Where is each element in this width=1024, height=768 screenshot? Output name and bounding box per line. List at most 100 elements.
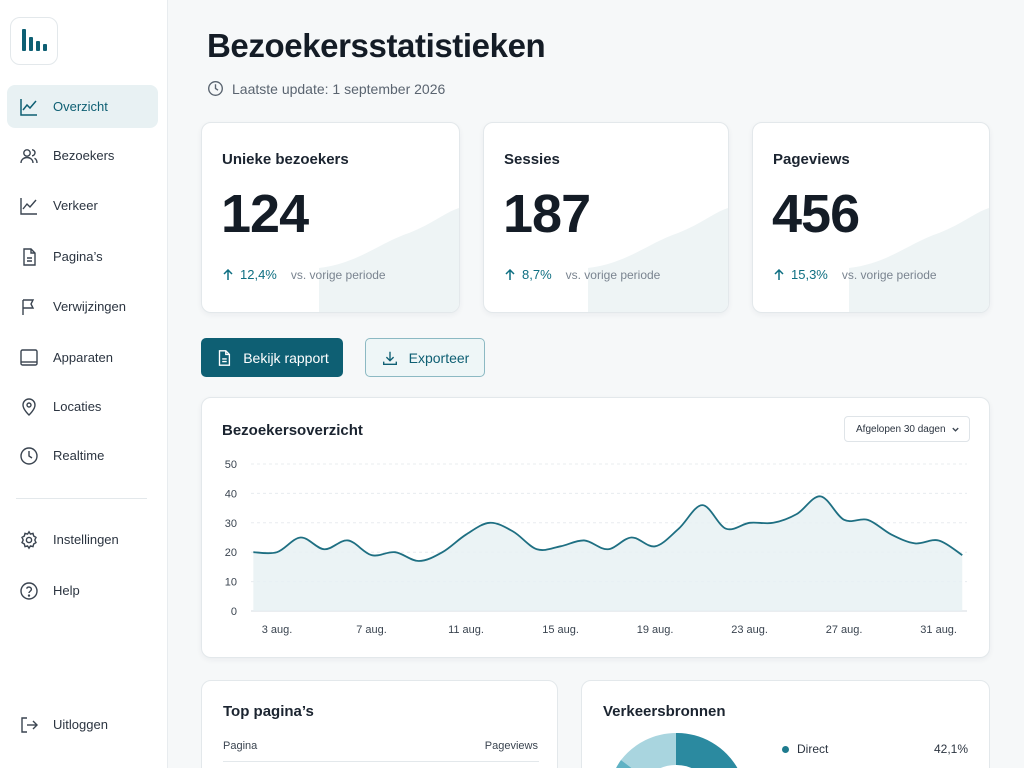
kpi-card-pageviews: Pageviews 456 15,3% vs. vorige periode xyxy=(752,122,990,313)
donut-slice-other xyxy=(621,733,676,768)
traffic-sources-card: Verkeersbronnen Direct 42,1% xyxy=(581,680,990,768)
x-tick-label: 7 aug. xyxy=(356,624,387,636)
sidebar-item-bezoekers[interactable]: Bezoekers xyxy=(7,134,158,177)
sidebar-item-locaties[interactable]: Locaties xyxy=(7,385,158,428)
sidebar-item-label: Locaties xyxy=(53,399,102,414)
kpi-change: 8,7% vs. vorige periode xyxy=(504,267,660,282)
export-label: Exporteer xyxy=(408,349,470,366)
kpi-compare: vs. vorige periode xyxy=(565,267,661,282)
kpi-decoration xyxy=(588,208,728,312)
sidebar-item-label: Overzicht xyxy=(53,99,108,114)
kpi-card-sessies: Sessies 187 8,7% vs. vorige periode xyxy=(483,122,729,313)
sidebar-item-paginas[interactable]: Pagina’s xyxy=(7,235,158,278)
kpi-card-unieke-bezoekers: Unieke bezoekers 124 12,4% vs. vorige pe… xyxy=(201,122,460,313)
divider xyxy=(223,761,539,762)
sidebar-item-overzicht[interactable]: Overzicht xyxy=(7,85,158,128)
last-update-text: Laatste update: 1 september 2026 xyxy=(232,80,446,97)
sidebar: Overzicht Bezoekers Verkeer Pagina’s Ver… xyxy=(0,0,168,768)
area-fill xyxy=(253,496,963,611)
trend-line-icon xyxy=(20,98,37,116)
kpi-decoration xyxy=(849,208,989,312)
chevron-down-icon xyxy=(952,427,959,432)
app-logo[interactable] xyxy=(10,17,58,65)
column-header-page[interactable]: Pagina xyxy=(223,740,258,752)
clock-icon xyxy=(208,81,223,96)
page-title: Bezoekersstatistieken xyxy=(207,27,546,64)
y-tick-label: 50 xyxy=(225,459,237,471)
arrow-up-icon xyxy=(505,268,515,280)
kpi-change-value: 12,4% xyxy=(240,267,277,282)
export-button[interactable]: Exporteer xyxy=(365,338,485,377)
kpi-value: 456 xyxy=(772,184,860,244)
sidebar-item-verkeer[interactable]: Verkeer xyxy=(7,184,158,227)
donut-slice-third xyxy=(616,760,632,768)
gear-icon xyxy=(21,529,37,550)
traffic-sources-title: Verkeersbronnen xyxy=(603,703,726,720)
traffic-donut-chart xyxy=(616,733,738,768)
sidebar-item-label: Bezoekers xyxy=(53,148,115,163)
view-report-button[interactable]: Bekijk rapport xyxy=(201,338,343,377)
view-report-label: Bekijk rapport xyxy=(243,349,329,366)
kpi-change-value: 15,3% xyxy=(791,267,828,282)
kpi-label: Pageviews xyxy=(773,151,850,168)
arrow-up-icon xyxy=(223,268,233,280)
y-tick-label: 10 xyxy=(225,577,237,589)
kpi-change: 12,4% vs. vorige periode xyxy=(222,267,386,282)
sidebar-item-label: Verwijzingen xyxy=(53,299,126,314)
visitors-line-chart: 0 10 20 30 40 50 3 aug. 7 aug. 11 aug. 15 aug. 19 … xyxy=(225,459,967,636)
column-header-pageviews[interactable]: Pageviews xyxy=(484,740,538,752)
range-select-value: Afgelopen 30 dagen xyxy=(856,423,946,435)
kpi-compare: vs. vorige periode xyxy=(290,267,386,282)
sidebar-item-label: Pagina’s xyxy=(53,249,103,264)
y-tick-label: 30 xyxy=(225,518,237,530)
kpi-decoration xyxy=(319,208,459,312)
kpi-compare: vs. vorige periode xyxy=(841,267,937,282)
logout-button[interactable]: Uitloggen xyxy=(7,703,158,746)
top-pages-card: Top pagina’s Pagina Pageviews xyxy=(201,680,558,768)
x-tick-label: 19 aug. xyxy=(637,624,674,636)
sidebar-item-verwijzingen[interactable]: Verwijzingen xyxy=(7,285,158,328)
kpi-value: 187 xyxy=(503,184,591,244)
chart-title: Bezoekersoverzicht xyxy=(222,422,363,439)
sidebar-item-realtime[interactable]: Realtime xyxy=(7,434,158,477)
map-pin-icon xyxy=(22,397,36,416)
legend-label: Direct xyxy=(797,742,829,756)
x-tick-label: 27 aug. xyxy=(826,624,863,636)
sidebar-divider xyxy=(16,498,147,499)
legend-value: 42,1% xyxy=(933,742,968,756)
visitors-overview-card: Bezoekersoverzicht Afgelopen 30 dagen 0 1… xyxy=(201,397,990,658)
logout-label: Uitloggen xyxy=(53,717,108,732)
legend-dot xyxy=(782,745,789,753)
clock-icon xyxy=(20,446,38,465)
flag-icon xyxy=(22,298,35,315)
x-tick-label: 11 aug. xyxy=(448,624,484,636)
logout-icon xyxy=(21,716,38,733)
tablet-icon xyxy=(20,348,38,366)
kpi-label: Sessies xyxy=(504,151,560,168)
series-line xyxy=(253,495,963,562)
y-tick-label: 20 xyxy=(225,547,237,559)
sidebar-item-label: Instellingen xyxy=(53,532,119,547)
sidebar-item-instellingen[interactable]: Instellingen xyxy=(7,518,158,561)
x-tick-label: 15 aug. xyxy=(542,624,579,636)
x-tick-label: 31 aug. xyxy=(920,624,957,636)
y-tick-label: 40 xyxy=(225,488,237,500)
kpi-change-value: 8,7% xyxy=(522,267,552,282)
sidebar-item-label: Realtime xyxy=(53,448,105,463)
help-icon xyxy=(20,581,38,600)
sidebar-item-help[interactable]: Help xyxy=(7,569,158,612)
sidebar-item-label: Help xyxy=(53,583,80,598)
legend-item-direct: Direct 42,1% xyxy=(782,742,968,756)
sidebar-item-apparaten[interactable]: Apparaten xyxy=(7,336,158,379)
download-icon xyxy=(382,351,397,365)
top-pages-title: Top pagina’s xyxy=(223,703,314,720)
x-tick-label: 23 aug. xyxy=(731,624,768,636)
trend-line-icon xyxy=(20,197,37,215)
donut-slice-direct xyxy=(676,733,738,768)
document-icon xyxy=(219,349,231,366)
last-update: Laatste update: 1 september 2026 xyxy=(207,80,445,97)
sidebar-item-label: Verkeer xyxy=(53,198,98,213)
range-select[interactable]: Afgelopen 30 dagen xyxy=(844,416,970,442)
sidebar-item-label: Apparaten xyxy=(53,350,113,365)
users-icon xyxy=(20,148,38,163)
